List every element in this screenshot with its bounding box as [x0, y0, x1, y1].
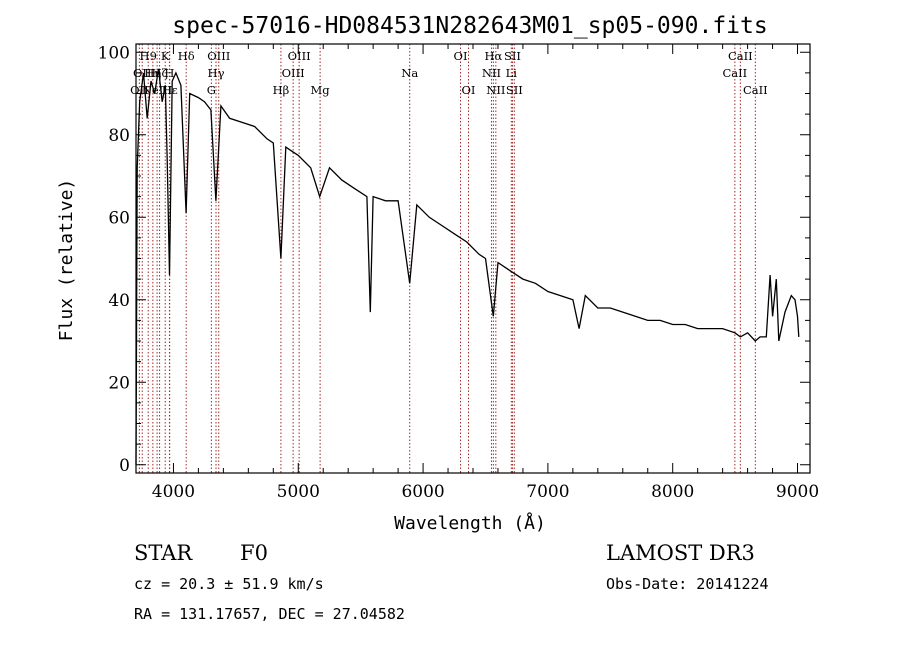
coordinates-readout: RA = 131.17657, DEC = 27.04582 — [134, 605, 405, 623]
x-tick-label: 8000 — [651, 482, 694, 502]
emission-line-label: H — [164, 66, 174, 80]
x-axis-label: Wavelength (Å) — [394, 512, 546, 534]
emission-line-label: Na — [401, 66, 418, 80]
x-tick-label: 9000 — [776, 482, 819, 502]
x-tick-label: 7000 — [526, 482, 569, 502]
emission-line-label: Hγ — [208, 66, 225, 80]
x-tick-label: 6000 — [401, 482, 444, 502]
emission-line-label: Li — [506, 66, 518, 80]
y-tick-label: 0 — [119, 456, 130, 476]
plot-frame — [135, 43, 811, 474]
spectrum-series-line — [135, 68, 800, 465]
y-axis-ticks: 0 20 40 60 80 100 — [98, 43, 810, 476]
y-tick-label: 60 — [108, 208, 130, 228]
emission-line-label: OIII — [288, 49, 311, 63]
emission-line-markers — [138, 44, 756, 473]
emission-line-label: G — [207, 83, 216, 97]
emission-line-label: Mg — [311, 83, 331, 97]
emission-line-label: Hδ — [178, 49, 195, 63]
object-class: STAR — [134, 541, 193, 565]
survey-name: LAMOST DR3 — [606, 541, 755, 565]
emission-line-label: SII — [504, 49, 521, 63]
emission-line-label: CaII — [743, 83, 768, 97]
emission-line-label: H9 — [140, 49, 157, 63]
emission-line-label: CaII — [728, 49, 753, 63]
object-subclass: F0 — [240, 541, 268, 565]
emission-line-label: OII — [133, 66, 152, 80]
y-tick-label: 80 — [108, 126, 130, 146]
obs-date: Obs-Date: 20141224 — [606, 575, 769, 593]
emission-line-label: OI — [462, 83, 476, 97]
y-tick-label: 20 — [108, 373, 130, 393]
y-tick-label: 40 — [108, 291, 130, 311]
y-tick-label: 100 — [98, 43, 130, 63]
x-tick-label: 5000 — [277, 482, 320, 502]
emission-line-label: Hβ — [273, 83, 290, 97]
emission-line-label: Hα — [484, 49, 502, 63]
x-tick-label: 4000 — [152, 482, 195, 502]
emission-line-label: OI — [454, 49, 468, 63]
emission-line-label: OIII — [282, 66, 305, 80]
emission-line-label: SII — [506, 83, 523, 97]
y-axis-label: Flux (relative) — [56, 179, 77, 342]
emission-line-label: OIII — [207, 49, 230, 63]
emission-line-label: NII — [482, 66, 501, 80]
emission-line-label: NII — [486, 83, 505, 97]
emission-line-label: K — [161, 49, 170, 63]
emission-line-label: CaII — [722, 66, 747, 80]
chart-title: spec-57016-HD084531N282643M01_sp05-090.f… — [172, 13, 767, 39]
emission-line-labels: OIIOIIH9HηNeIIIHζKHHεHδGHγOIIIHβOIIIOIII… — [130, 49, 768, 97]
x-axis-ticks: 4000 5000 6000 7000 8000 9000 — [152, 44, 819, 502]
redshift-readout: cz = 20.3 ± 51.9 km/s — [134, 575, 324, 593]
